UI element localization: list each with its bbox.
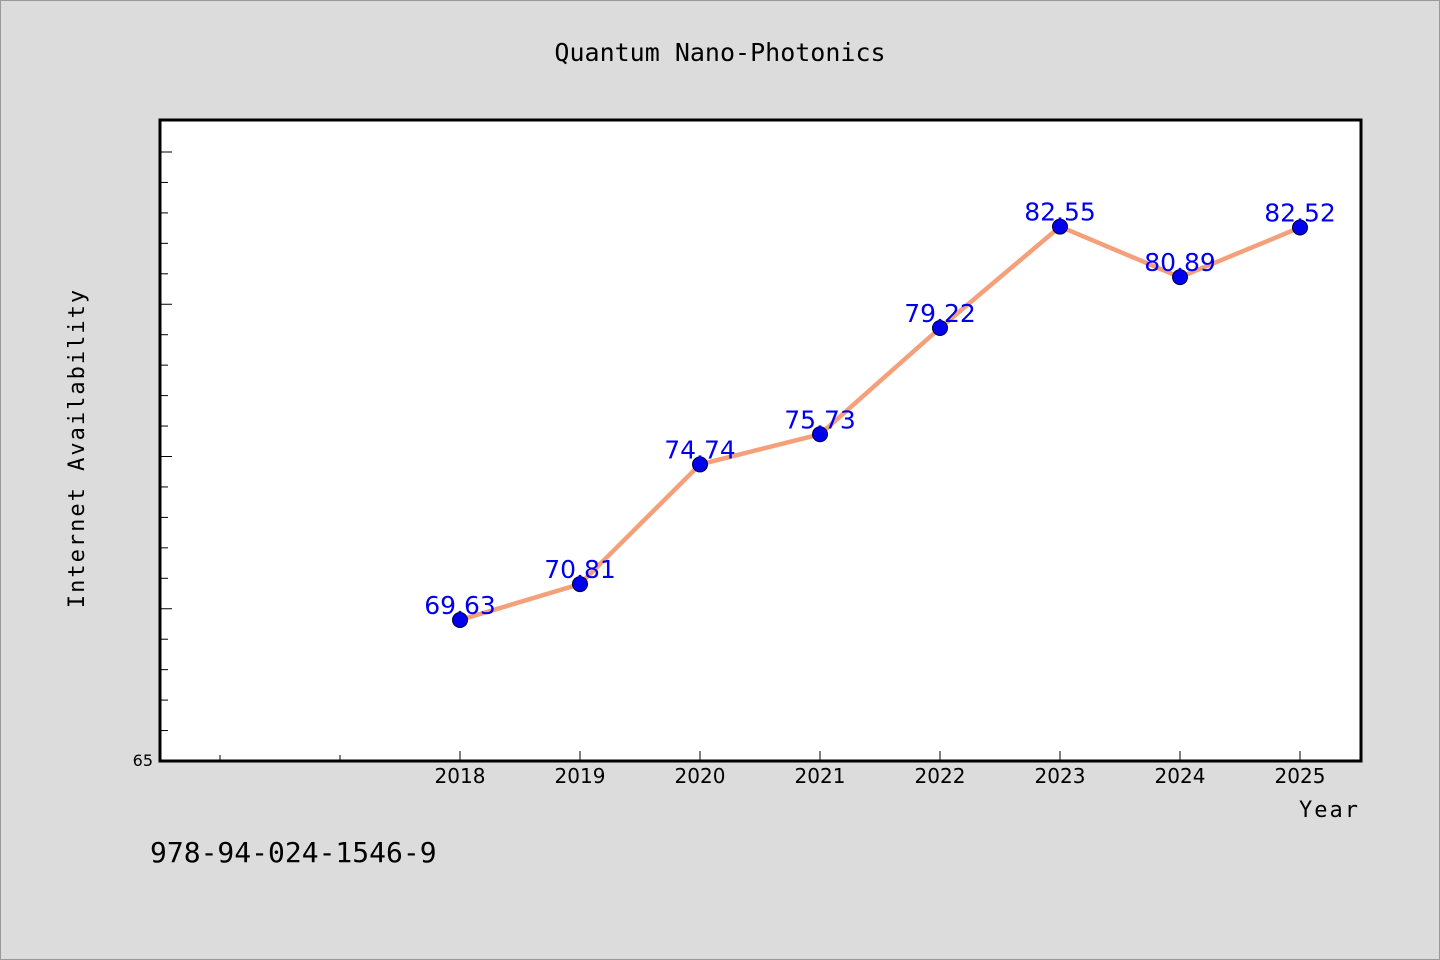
x-tick-label: 2021 <box>795 764 846 788</box>
x-tick-label: 2020 <box>675 764 726 788</box>
data-point <box>692 456 708 473</box>
x-axis-ticks: 2018 2019 2020 2021 2022 2023 2024 2025 <box>219 751 1326 788</box>
y-axis-ticks <box>160 151 172 762</box>
data-label: 82.52 <box>1264 199 1336 228</box>
data-label: 79.22 <box>904 299 976 328</box>
data-label: 80.89 <box>1144 248 1216 277</box>
data-point <box>452 612 468 629</box>
data-point <box>1052 218 1068 235</box>
data-point <box>1292 219 1308 236</box>
data-label: 82.55 <box>1024 198 1096 227</box>
series-layer: 69.63 70.81 74.74 75.73 79.22 82.55 80.89 82.52 <box>424 198 1336 629</box>
x-axis-label: Year <box>1299 798 1360 823</box>
plot-area <box>158 118 1363 763</box>
x-tick-label: 2019 <box>555 764 606 788</box>
x-tick-label: 2023 <box>1035 764 1086 788</box>
data-point <box>932 320 948 337</box>
x-tick-label: 2018 <box>435 764 486 788</box>
isbn-footnote: 978-94-024-1546-9 <box>150 836 437 869</box>
series-line <box>457 224 1303 623</box>
x-tick-label: 2024 <box>1155 764 1206 788</box>
y-tick-label-min: 65 <box>133 751 153 770</box>
data-point <box>1172 269 1188 286</box>
data-label: 70.81 <box>544 555 616 584</box>
x-tick-label: 2022 <box>915 764 966 788</box>
data-label: 75.73 <box>784 405 856 434</box>
data-point <box>812 426 828 443</box>
y-axis-label: Internet Availability <box>65 288 90 608</box>
chart-title: Quantum Nano-Photonics <box>554 38 885 67</box>
data-label: 74.74 <box>664 435 736 464</box>
x-tick-label: 2025 <box>1275 764 1326 788</box>
data-label: 69.63 <box>424 591 496 620</box>
data-point <box>572 576 588 593</box>
